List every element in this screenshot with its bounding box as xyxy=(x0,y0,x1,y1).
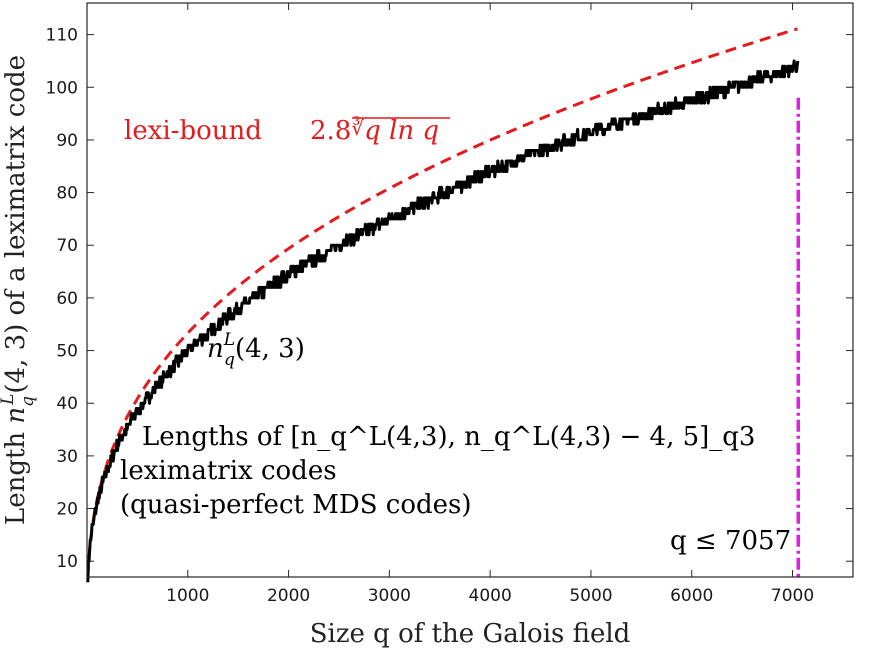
lengths-line-3: (quasi-perfect MDS codes) xyxy=(120,490,472,520)
y-axis-label: Length nqL(4, 3) of a leximatrix code xyxy=(0,55,38,525)
tick-layer: 1000 2000 3000 4000 5000 6000 7000 10 20 30 40 50 60… xyxy=(46,3,853,606)
x-tick-label: 6000 xyxy=(670,586,713,606)
x-tick-label: 3000 xyxy=(368,586,411,606)
lexi-bound-label: lexi-bound xyxy=(124,116,262,146)
y-tick-label: 20 xyxy=(56,500,78,520)
plot-layer xyxy=(86,27,801,583)
x-tick-label: 7000 xyxy=(771,586,814,606)
x-tick-label: 2000 xyxy=(267,586,310,606)
x-axis-label: Size q of the Galois field xyxy=(310,619,631,649)
leximatrix-length-line xyxy=(86,59,800,583)
plot-frame xyxy=(86,2,854,578)
y-tick-label: 50 xyxy=(56,342,78,362)
y-tick-label: 110 xyxy=(46,26,78,46)
y-tick-label: 80 xyxy=(56,184,78,204)
y-tick-label: 100 xyxy=(46,78,78,98)
y-tick-label: 10 xyxy=(56,552,78,572)
q-limit-label: q ≤ 7057 xyxy=(670,526,791,556)
y-tick-label: 90 xyxy=(56,131,78,151)
lexi-bound-line xyxy=(86,27,798,577)
x-tick-label: 4000 xyxy=(469,586,512,606)
y-tick-label: 70 xyxy=(56,236,78,256)
y-tick-label: 30 xyxy=(56,447,78,467)
x-tick-label: 5000 xyxy=(569,586,612,606)
lengths-line-2: leximatrix codes xyxy=(120,456,337,486)
y-tick-label: 40 xyxy=(56,394,78,414)
lengths-line-1: Lengths of [n_q^L(4,3), n_q^L(4,3) − 4, … xyxy=(142,422,755,452)
x-tick-label: 1000 xyxy=(166,586,209,606)
lexi-bound-formula: 2.8∛q ln q xyxy=(310,116,439,146)
curve-label: nL q(4, 3) xyxy=(207,330,305,370)
y-tick-label: 60 xyxy=(56,289,78,309)
